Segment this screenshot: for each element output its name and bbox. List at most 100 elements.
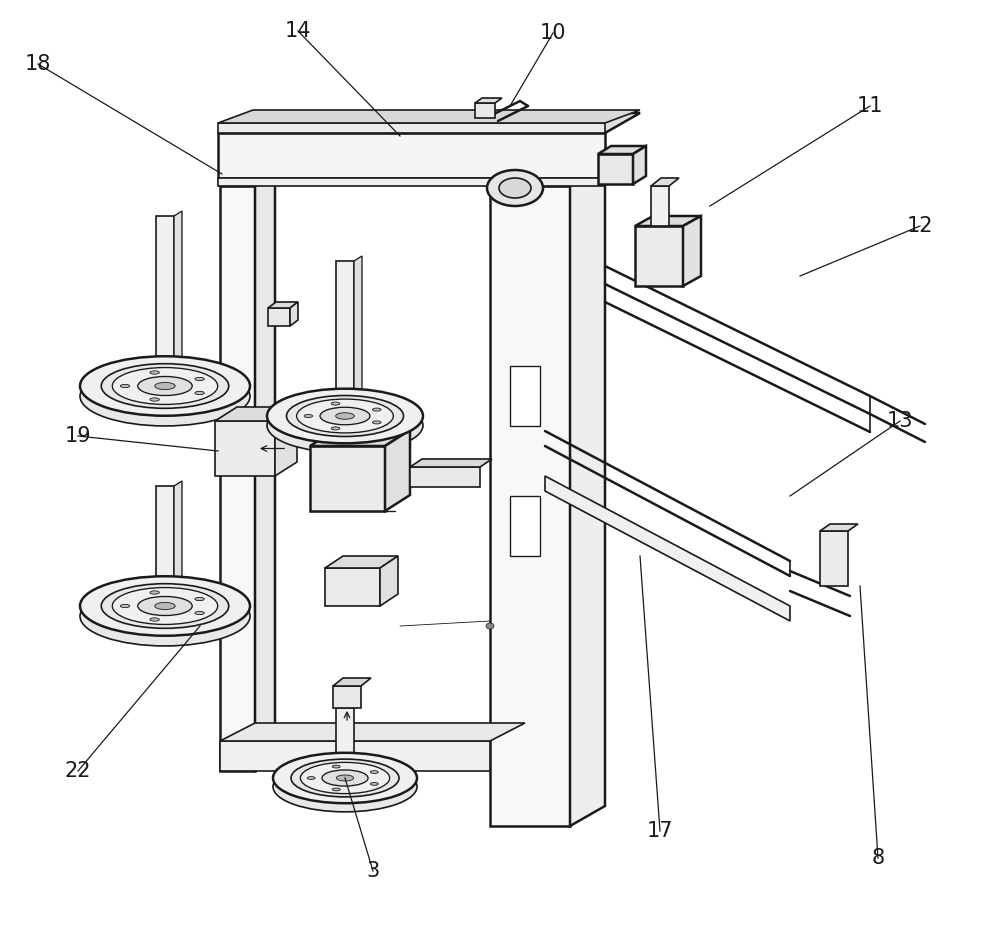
Ellipse shape <box>372 408 381 411</box>
Ellipse shape <box>112 368 218 405</box>
Ellipse shape <box>322 770 368 786</box>
Ellipse shape <box>120 605 130 607</box>
Polygon shape <box>156 486 174 606</box>
Polygon shape <box>651 178 679 186</box>
Ellipse shape <box>320 407 370 425</box>
Polygon shape <box>570 166 605 826</box>
Ellipse shape <box>101 364 229 408</box>
Ellipse shape <box>331 427 340 430</box>
Polygon shape <box>490 186 570 826</box>
Polygon shape <box>268 302 298 308</box>
Polygon shape <box>336 708 354 778</box>
Polygon shape <box>220 741 490 771</box>
Ellipse shape <box>150 618 159 621</box>
Ellipse shape <box>291 759 399 797</box>
Polygon shape <box>215 421 275 476</box>
Polygon shape <box>333 678 371 686</box>
Ellipse shape <box>370 770 378 773</box>
Text: 12: 12 <box>907 216 933 236</box>
Text: 3: 3 <box>366 861 380 881</box>
Polygon shape <box>275 407 297 476</box>
Polygon shape <box>310 430 410 446</box>
Ellipse shape <box>195 597 204 601</box>
Ellipse shape <box>486 623 494 629</box>
Polygon shape <box>475 98 502 103</box>
Ellipse shape <box>138 596 192 616</box>
Polygon shape <box>385 430 410 511</box>
Polygon shape <box>651 186 669 226</box>
Polygon shape <box>218 123 605 133</box>
Polygon shape <box>290 302 298 326</box>
Ellipse shape <box>155 603 175 609</box>
Polygon shape <box>218 113 640 133</box>
Polygon shape <box>218 178 605 186</box>
Ellipse shape <box>101 583 229 629</box>
Polygon shape <box>218 133 605 178</box>
Ellipse shape <box>195 392 204 394</box>
Polygon shape <box>333 686 361 708</box>
Ellipse shape <box>267 398 423 453</box>
Ellipse shape <box>304 415 313 418</box>
Polygon shape <box>820 524 858 531</box>
Ellipse shape <box>336 775 354 781</box>
Polygon shape <box>268 308 290 326</box>
Polygon shape <box>820 531 848 586</box>
Polygon shape <box>545 476 790 621</box>
Ellipse shape <box>499 178 531 198</box>
Ellipse shape <box>150 370 159 374</box>
Ellipse shape <box>370 782 378 785</box>
Polygon shape <box>475 103 495 118</box>
Ellipse shape <box>273 753 417 803</box>
Polygon shape <box>325 556 398 568</box>
Polygon shape <box>174 211 182 386</box>
Polygon shape <box>510 496 540 556</box>
Polygon shape <box>215 407 297 421</box>
Ellipse shape <box>80 357 250 416</box>
Ellipse shape <box>307 777 315 780</box>
Text: 18: 18 <box>25 54 51 74</box>
Polygon shape <box>354 256 362 416</box>
Polygon shape <box>336 261 354 416</box>
Ellipse shape <box>80 576 250 636</box>
Ellipse shape <box>487 170 543 206</box>
Ellipse shape <box>372 421 381 424</box>
Ellipse shape <box>267 389 423 444</box>
Ellipse shape <box>150 398 159 401</box>
Polygon shape <box>174 481 182 606</box>
Text: 17: 17 <box>647 821 673 841</box>
Ellipse shape <box>331 402 340 405</box>
Ellipse shape <box>112 588 218 624</box>
Text: 8: 8 <box>871 848 885 868</box>
Ellipse shape <box>273 761 417 812</box>
Polygon shape <box>310 446 385 511</box>
Polygon shape <box>510 366 540 426</box>
Text: 14: 14 <box>285 21 311 41</box>
Ellipse shape <box>195 378 204 381</box>
Polygon shape <box>220 723 525 741</box>
Polygon shape <box>633 146 646 184</box>
Ellipse shape <box>195 611 204 615</box>
Ellipse shape <box>332 765 340 768</box>
Polygon shape <box>380 556 398 606</box>
Polygon shape <box>325 568 380 606</box>
Text: 10: 10 <box>540 23 566 43</box>
Polygon shape <box>220 174 275 186</box>
Polygon shape <box>218 110 640 123</box>
Polygon shape <box>683 216 701 286</box>
Ellipse shape <box>300 762 390 794</box>
Polygon shape <box>598 146 646 154</box>
Text: 22: 22 <box>65 761 91 781</box>
Polygon shape <box>635 216 701 226</box>
Ellipse shape <box>287 395 404 436</box>
Ellipse shape <box>297 399 393 433</box>
Polygon shape <box>156 216 174 386</box>
Polygon shape <box>410 467 480 487</box>
Polygon shape <box>598 154 633 184</box>
Text: 11: 11 <box>857 96 883 116</box>
Polygon shape <box>635 226 683 286</box>
Ellipse shape <box>80 586 250 646</box>
Polygon shape <box>410 459 492 467</box>
Ellipse shape <box>336 413 354 419</box>
Polygon shape <box>255 174 275 771</box>
Text: 13: 13 <box>887 411 913 431</box>
